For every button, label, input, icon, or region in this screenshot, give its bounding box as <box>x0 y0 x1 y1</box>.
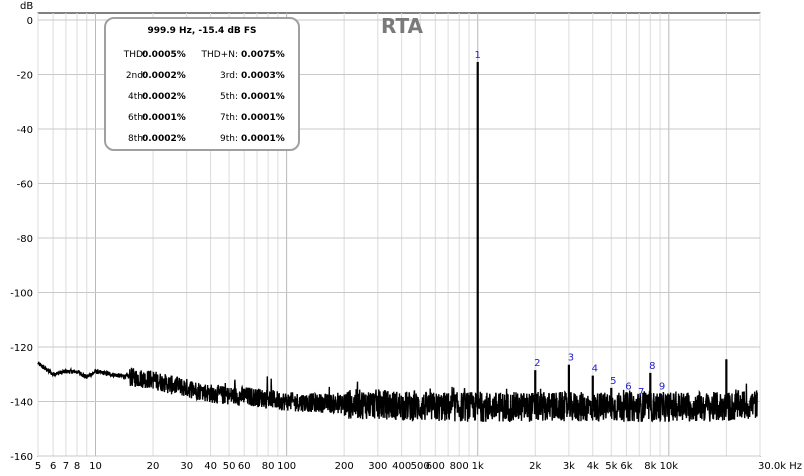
info-value: 0.0001% <box>241 113 285 123</box>
y-axis-unit: dB <box>20 1 33 12</box>
noise-floor-line <box>37 361 758 423</box>
info-value: 0.0001% <box>241 134 285 144</box>
harmonic-label: 3 <box>568 353 574 364</box>
y-tick-label: 0 <box>27 16 33 27</box>
y-tick-label: -140 <box>10 398 33 409</box>
x-tick-label: 5k <box>605 461 617 472</box>
y-tick-label: -20 <box>17 71 33 82</box>
info-label: 3rd: <box>219 71 238 81</box>
info-label: 6th: <box>128 113 146 123</box>
info-label: THD+N: <box>201 50 238 60</box>
harmonic-label: 5 <box>610 376 616 387</box>
x-tick-label: 6k <box>620 461 632 472</box>
harmonic-peaks: 1 2 3 4 5 6 7 89 <box>475 50 728 407</box>
info-label: THD: <box>123 50 146 60</box>
info-value: 0.0005% <box>142 50 186 60</box>
y-tick-label: -100 <box>10 289 33 300</box>
info-value: 0.0002% <box>142 92 186 102</box>
x-tick-label: 50 <box>223 461 236 472</box>
x-tick-label: 1k <box>472 461 484 472</box>
y-tick-label: -60 <box>17 180 33 191</box>
info-value: 0.0003% <box>241 71 285 81</box>
x-tick-label: 30 <box>180 461 193 472</box>
info-row: 8th: 0.0002% 9th: 0.0001% <box>106 134 302 146</box>
x-tick-label: 5 <box>35 461 41 472</box>
x-tick-label: 400 <box>392 461 411 472</box>
harmonic-label: 6 <box>625 381 631 392</box>
x-tick-label: 20 <box>147 461 160 472</box>
x-tick-label: 600 <box>426 461 445 472</box>
x-tick-label: 40 <box>204 461 217 472</box>
info-row: 6th: 0.0001% 7th: 0.0001% <box>106 113 302 125</box>
x-tick-label: 30.0k Hz <box>758 461 802 472</box>
fundamental-readout: 999.9 Hz, -15.4 dB FS <box>147 26 257 36</box>
info-row: 4th: 0.0002% 5th: 0.0001% <box>106 92 302 104</box>
info-value: 0.0001% <box>142 113 186 123</box>
info-value: 0.0075% <box>241 50 285 60</box>
x-tick-label: 8k <box>644 461 656 472</box>
harmonic-label: 9 <box>659 381 665 392</box>
x-tick-label: 8 <box>74 461 80 472</box>
x-tick-label: 6 <box>50 461 56 472</box>
harmonic-label: 1 <box>475 50 481 61</box>
harmonic-label: 8 <box>649 361 655 372</box>
y-tick-label: -120 <box>10 343 33 354</box>
harmonic-label: 4 <box>592 364 598 375</box>
info-value: 0.0002% <box>142 71 186 81</box>
x-tick-label: 100 <box>277 461 296 472</box>
info-row: THD: 0.0005% THD+N: 0.0075% <box>106 50 302 62</box>
y-tick-label: -40 <box>17 125 33 136</box>
info-value: 0.0002% <box>142 134 186 144</box>
info-label: 2nd: <box>125 71 146 81</box>
x-tick-label: 2k <box>529 461 541 472</box>
x-tick-label: 80 <box>262 461 275 472</box>
x-tick-label: 10k <box>660 461 679 472</box>
info-label: 8th: <box>128 134 146 144</box>
info-row: 2nd: 0.0002% 3rd: 0.0003% <box>106 71 302 83</box>
info-label: 5th: <box>220 92 238 102</box>
x-tick-label: 10 <box>89 461 102 472</box>
info-label: 4th: <box>128 92 146 102</box>
harmonic-label: 7 <box>638 387 644 398</box>
y-axis: 0 -20 -40 -60 -80 -100 -120 -140 -160 <box>10 16 33 463</box>
info-value: 0.0001% <box>241 92 285 102</box>
measurement-info-box: 999.9 Hz, -15.4 dB FS THD: 0.0005% THD+N… <box>104 17 300 151</box>
x-tick-label: 200 <box>335 461 354 472</box>
y-tick-label: -160 <box>10 452 33 463</box>
info-label: 9th: <box>220 134 238 144</box>
info-label: 7th: <box>220 113 238 123</box>
x-tick-label: 800 <box>450 461 469 472</box>
x-tick-label: 7 <box>63 461 69 472</box>
chart-title: RTA <box>381 14 424 38</box>
x-tick-label: 300 <box>368 461 387 472</box>
harmonic-label: 2 <box>534 358 540 369</box>
spectrum-trace <box>37 361 758 423</box>
y-tick-label: -80 <box>17 234 33 245</box>
x-tick-label: 3k <box>563 461 575 472</box>
x-tick-label: 4k <box>587 461 599 472</box>
x-tick-label: 500 <box>411 461 430 472</box>
x-tick-label: 60 <box>238 461 251 472</box>
